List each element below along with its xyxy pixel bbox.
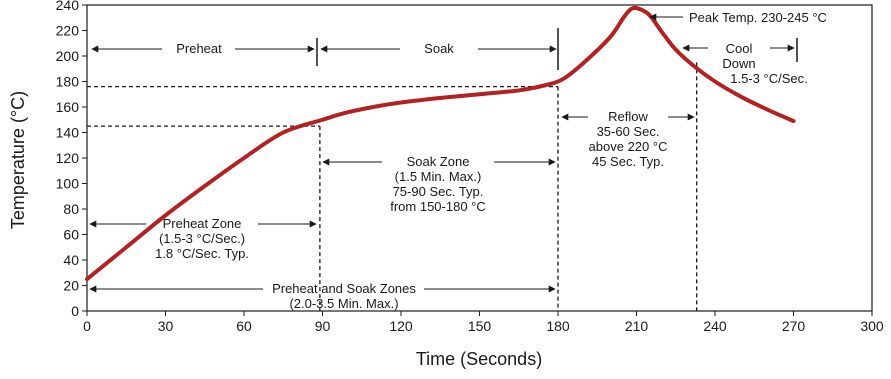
reflow-line-1: Reflow: [608, 109, 648, 124]
cool-down-line-1: Cool: [726, 41, 753, 56]
x-tick-label: 60: [236, 318, 252, 334]
preheat-zone-line-1: Preheat Zone: [163, 216, 242, 231]
soak-zone-line-3: 75-90 Sec. Typ.: [393, 184, 484, 199]
reflow-line-3: above 220 °C: [589, 139, 668, 154]
y-tick-label: 240: [56, 0, 80, 13]
y-tick-label: 60: [63, 227, 79, 243]
y-tick-label: 80: [63, 201, 79, 217]
preheat-soak-zones-line-1: Preheat and Soak Zones: [272, 281, 416, 296]
y-tick-label: 200: [56, 48, 80, 64]
x-tick-label: 120: [389, 318, 413, 334]
cool-down-range: Cool Down 1.5-3 °C/Sec.: [682, 38, 808, 86]
temperature-profile-line: [85, 5, 796, 282]
soak-zone-line-1: Soak Zone: [407, 154, 470, 169]
soak-zone-line-4: from 150-180 °C: [390, 199, 486, 214]
x-tick-label: 240: [703, 318, 727, 334]
x-tick-label: 300: [860, 318, 884, 334]
y-tick-label: 180: [56, 74, 80, 90]
preheat-zone-line-2: (1.5-3 °C/Sec.): [159, 231, 245, 246]
profile-curve-group: [85, 5, 796, 282]
preheat-soak-zones-range: Preheat and Soak Zones (2.0-3.5 Min. Max…: [89, 281, 556, 311]
x-tick-label: 150: [468, 318, 492, 334]
reflow-range: Reflow 35-60 Sec. above 220 °C 45 Sec. T…: [561, 109, 695, 169]
preheat-range: Preheat: [91, 41, 315, 56]
x-tick-label: 30: [158, 318, 174, 334]
soak-zone-range: Soak Zone (1.5 Min. Max.) 75-90 Sec. Typ…: [322, 154, 556, 214]
preheat-soak-zones-line-2: (2.0-3.5 Min. Max.): [289, 296, 398, 311]
reflow-line-2: 35-60 Sec.: [597, 124, 660, 139]
x-tick-label: 90: [315, 318, 331, 334]
cool-down-line-2: Down: [722, 56, 755, 71]
reference-lines: [87, 62, 698, 311]
preheat-zone-line-3: 1.8 °C/Sec. Typ.: [155, 246, 249, 261]
y-tick-label: 160: [56, 99, 80, 115]
ticks: 0 30 60 90 120 150 180 210 240 270 300 0 20 40 60 80 100…: [56, 0, 884, 334]
x-tick-label: 210: [625, 318, 649, 334]
peak-label: Peak Temp. 230-245 °C: [689, 10, 827, 25]
peak-callout: Peak Temp. 230-245 °C: [649, 10, 827, 25]
y-tick-label: 140: [56, 125, 80, 141]
x-axis-title: Time (Seconds): [416, 349, 542, 369]
preheat-label: Preheat: [176, 41, 222, 56]
y-tick-label: 120: [56, 150, 80, 166]
x-tick-label: 270: [782, 318, 806, 334]
y-tick-label: 100: [56, 176, 80, 192]
reflow-line-4: 45 Sec. Typ.: [592, 154, 664, 169]
x-tick-label: 180: [546, 318, 570, 334]
soak-range: Soak: [320, 41, 557, 56]
x-tick-label: 0: [83, 318, 91, 334]
y-tick-label: 220: [56, 23, 80, 39]
y-tick-label: 40: [63, 252, 79, 268]
y-tick-label: 0: [71, 303, 79, 319]
y-axis-title: Temperature (°C): [8, 91, 28, 229]
soak-zone-line-2: (1.5 Min. Max.): [395, 169, 482, 184]
soak-label: Soak: [424, 41, 454, 56]
preheat-zone-range: Preheat Zone (1.5-3 °C/Sec.) 1.8 °C/Sec.…: [89, 216, 317, 261]
y-tick-label: 20: [63, 278, 79, 294]
cool-down-line-3: 1.5-3 °C/Sec.: [730, 71, 807, 86]
